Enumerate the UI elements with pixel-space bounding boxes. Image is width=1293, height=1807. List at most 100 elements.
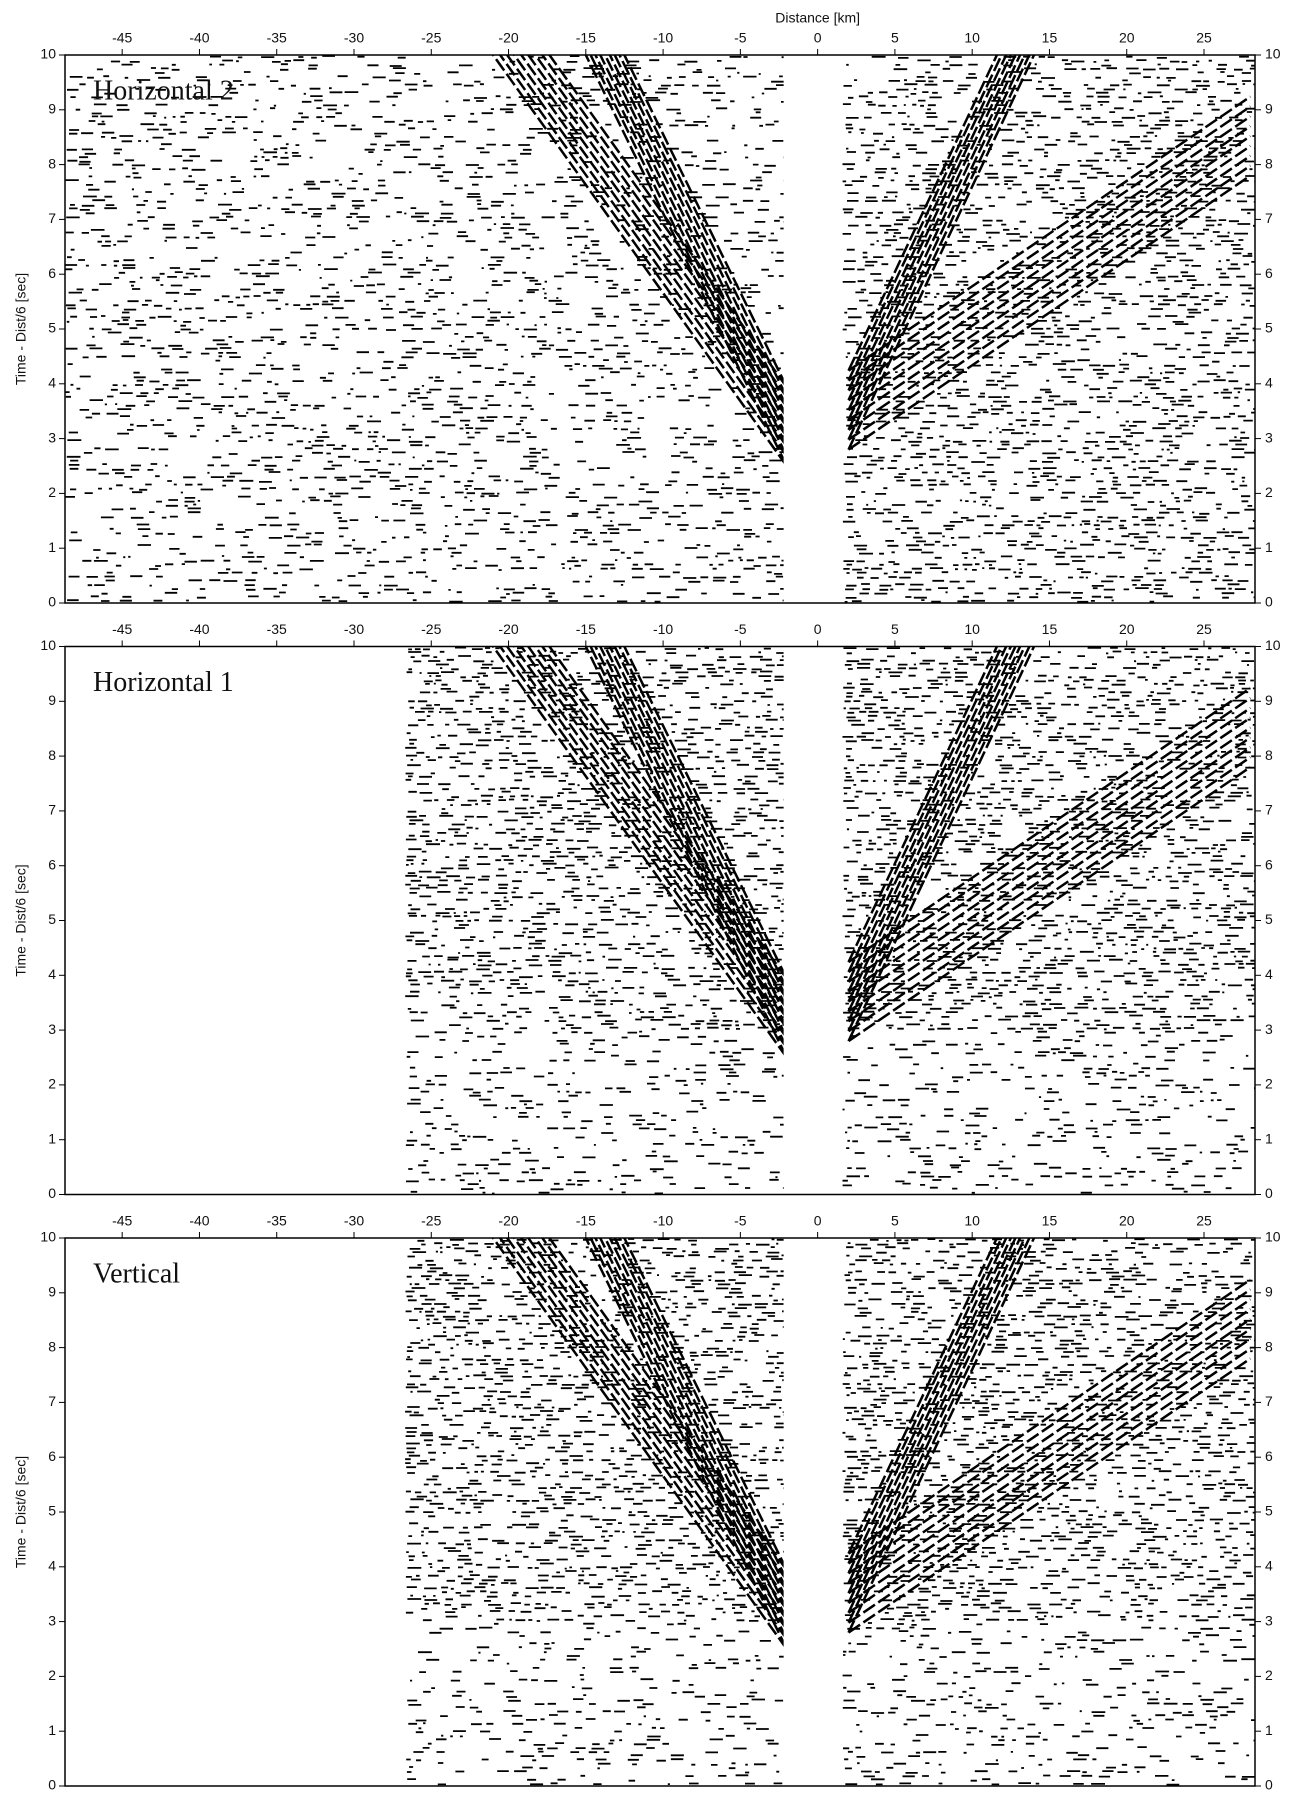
x-tick-label: -35: [267, 1213, 287, 1229]
x-tick-label: -10: [653, 621, 673, 637]
x-tick-label: -35: [267, 621, 287, 637]
y-tick-label-right: 8: [1265, 747, 1273, 763]
x-tick-label: -15: [576, 30, 596, 46]
y-tick-label: 3: [48, 429, 56, 445]
texture-group: [65, 55, 784, 603]
y-tick-label: 4: [48, 1558, 56, 1574]
x-tick-label: -45: [112, 30, 132, 46]
panel: Vertical Time - Dist/6 [sec] -45 -40 -35 -30 -…: [13, 1213, 1281, 1793]
y-tick-label: 10: [40, 46, 56, 62]
x-tick-label: -35: [267, 30, 287, 46]
x-tick-label: -40: [189, 1213, 209, 1229]
arrival-bands: [847, 55, 1252, 451]
x-tick-label: 0: [814, 30, 822, 46]
texture-group: [405, 1238, 784, 1786]
y-tick-label: 9: [48, 101, 56, 117]
y-tick-label-right: 3: [1265, 1612, 1273, 1628]
y-tick-label: 7: [48, 1393, 56, 1409]
x-tick-label: 10: [964, 621, 980, 637]
y-axis-title: Time - Dist/6 [sec]: [13, 1456, 29, 1568]
arrival-bands: [847, 1238, 1252, 1634]
y-tick-label-right: 7: [1265, 210, 1273, 226]
x-tick-label: 5: [891, 30, 899, 46]
seismic-texture: [842, 646, 1255, 1194]
y-tick-label: 8: [48, 747, 56, 763]
y-tick-label: 2: [48, 484, 56, 500]
x-tick-label: -5: [734, 30, 747, 46]
x-tick-label: -25: [421, 621, 441, 637]
x-tick-label: 20: [1119, 30, 1135, 46]
arrival-bands: [847, 646, 1252, 1043]
y-tick-label-right: 3: [1265, 1021, 1273, 1037]
y-axis-title: Time - Dist/6 [sec]: [13, 864, 29, 976]
y-tick-label: 9: [48, 1284, 56, 1300]
y-tick-label-right: 4: [1265, 966, 1273, 982]
x-tick-label: -20: [498, 30, 518, 46]
y-tick-label-right: 5: [1265, 911, 1273, 927]
y-tick-label: 2: [48, 1667, 56, 1683]
x-tick-label: -30: [344, 1213, 364, 1229]
x-tick-label: -30: [344, 30, 364, 46]
y-tick-label: 8: [48, 155, 56, 171]
x-tick-label: 5: [891, 1213, 899, 1229]
y-tick-label-right: 2: [1265, 1076, 1273, 1092]
x-tick-label: -45: [112, 1213, 132, 1229]
seismic-texture: [65, 55, 784, 603]
panel-label: Horizontal 1: [93, 667, 234, 698]
x-tick-label: 15: [1042, 1213, 1058, 1229]
arrival-bands: [492, 55, 784, 464]
y-tick-label-right: 9: [1265, 101, 1273, 117]
x-tick-label: -40: [189, 30, 209, 46]
y-tick-label-right: 1: [1265, 1130, 1273, 1146]
y-tick-label: 9: [48, 692, 56, 708]
x-tick-label: 0: [814, 1213, 822, 1229]
arrival-bands: [492, 1238, 784, 1647]
texture-group: [842, 646, 1255, 1194]
y-tick-label: 4: [48, 966, 56, 982]
y-tick-label-right: 4: [1265, 1558, 1273, 1574]
y-tick-label-right: 7: [1265, 1393, 1273, 1409]
x-tick-label: -40: [189, 621, 209, 637]
y-tick-label-right: 1: [1265, 1722, 1273, 1738]
y-tick-label-right: 10: [1265, 46, 1281, 62]
y-tick-label: 5: [48, 320, 56, 336]
x-tick-label: 25: [1196, 621, 1212, 637]
y-tick-label-right: 1: [1265, 539, 1273, 555]
x-tick-label: -25: [421, 1213, 441, 1229]
y-tick-label: 6: [48, 265, 56, 281]
x-tick-label: 10: [964, 1213, 980, 1229]
y-tick-label-right: 10: [1265, 637, 1281, 653]
y-tick-label-right: 6: [1265, 265, 1273, 281]
y-tick-label-right: 9: [1265, 692, 1273, 708]
y-tick-label: 5: [48, 911, 56, 927]
x-tick-label: 25: [1196, 1213, 1212, 1229]
y-tick-label-right: 3: [1265, 429, 1273, 445]
y-tick-label-right: 0: [1265, 1777, 1273, 1793]
y-tick-label: 1: [48, 1130, 56, 1146]
y-tick-label: 0: [48, 1777, 56, 1793]
arrival-bands: [492, 646, 784, 1056]
y-tick-label: 7: [48, 802, 56, 818]
y-tick-label: 10: [40, 637, 56, 653]
y-tick-label-right: 6: [1265, 1448, 1273, 1464]
texture-group: [842, 55, 1255, 603]
y-tick-label-right: 7: [1265, 802, 1273, 818]
y-tick-label: 3: [48, 1021, 56, 1037]
x-tick-label: 15: [1042, 30, 1058, 46]
y-tick-label-right: 5: [1265, 320, 1273, 336]
panel-label: Vertical: [93, 1258, 180, 1289]
y-tick-label: 7: [48, 210, 56, 226]
y-tick-label-right: 0: [1265, 594, 1273, 610]
x-tick-label: 20: [1119, 1213, 1135, 1229]
x-tick-label: 10: [964, 30, 980, 46]
x-tick-label: -45: [112, 621, 132, 637]
panel: Horizontal 2 Distance [km] Time - Dist/6 […: [13, 10, 1281, 610]
y-tick-label: 2: [48, 1076, 56, 1092]
y-tick-label: 1: [48, 539, 56, 555]
x-tick-label: -10: [653, 1213, 673, 1229]
y-tick-label-right: 6: [1265, 856, 1273, 872]
x-tick-label: -15: [576, 1213, 596, 1229]
panel-label: Horizontal 2: [93, 75, 234, 106]
x-axis-title: Distance [km]: [775, 10, 860, 26]
